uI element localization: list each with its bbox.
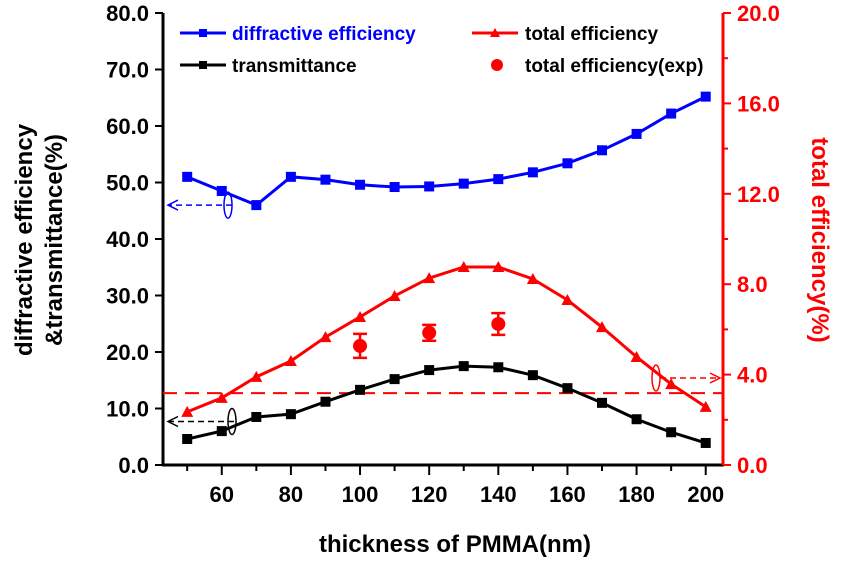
y-tick-label-left: 20.0 [106,340,149,365]
data-point-transmittance [355,384,366,395]
series-line-total-efficiency [186,265,707,414]
data-point-total-efficiency [215,391,228,403]
y-tick-label-left: 30.0 [106,284,149,309]
data-point-transmittance [285,409,296,420]
x-tick-label: 100 [342,482,379,507]
data-point-total-efficiency [181,405,194,417]
data-point-diffractive-efficiency [251,200,262,211]
y-tick-label-right: 0.0 [737,453,768,478]
data-point-diffractive-efficiency [389,182,400,193]
x-tick-label: 80 [279,482,303,507]
data-point-transmittance [389,374,400,385]
y-tick-label-left: 60.0 [106,114,149,139]
data-point-total-efficiency [457,261,470,273]
y-tick-label-right: 8.0 [737,272,768,297]
y-tick-label-left: 70.0 [106,58,149,83]
legend: diffractive efficiency transmittance tot… [180,24,703,77]
x-tick-label: 60 [210,482,234,507]
x-tick-label: 200 [687,482,724,507]
data-point-transmittance [597,397,608,408]
x-tick-label: 140 [480,482,517,507]
y-tick-label-left: 80.0 [106,1,149,26]
x-tick-label: 160 [549,482,586,507]
data-point-diffractive-efficiency [355,179,366,190]
series-line-diffractive-efficiency [186,95,707,207]
y-tick-label-left: 50.0 [106,171,149,196]
data-point-total-efficiency [423,272,436,284]
data-point-diffractive-efficiency [631,128,642,139]
data-point-total-efficiency [699,400,712,412]
data-point-transmittance [631,414,642,425]
y-tick-label-right: 4.0 [737,363,768,388]
x-tick-label: 180 [618,482,655,507]
data-point-total-efficiency [526,273,539,285]
y-tick-label-right: 12.0 [737,182,780,207]
data-point-total-efficiency-exp- [422,325,437,340]
data-point-diffractive-efficiency [493,174,504,185]
data-point-transmittance [527,370,538,381]
data-point-total-efficiency [596,321,609,333]
data-point-total-efficiency [354,310,367,322]
y-tick-label-right: 16.0 [737,91,780,116]
data-point-total-efficiency [388,289,401,301]
annotation-total-ellipse [651,364,661,392]
data-point-diffractive-efficiency [216,185,227,196]
data-point-transmittance [424,365,435,376]
data-point-total-efficiency [630,350,643,362]
data-point-transmittance [216,426,227,437]
annotation-diffractive-arrowhead [166,199,179,211]
y-tick-label-left: 40.0 [106,227,149,252]
data-point-transmittance [251,411,262,422]
data-point-transmittance [458,361,469,372]
data-point-diffractive-efficiency [182,171,193,182]
data-point-diffractive-efficiency [285,171,296,182]
data-point-total-efficiency [284,355,297,367]
legend-label-total: total efficiency [525,24,658,45]
y-tick-label-left: 0.0 [118,453,149,478]
legend-label-diffractive: diffractive efficiency [232,24,416,45]
data-point-transmittance [493,362,504,373]
annotation-total-arrowhead [709,372,722,384]
x-axis-label: thickness of PMMA(nm) [319,531,591,558]
data-point-transmittance [666,427,677,438]
legend-label-transmittance: transmittance [232,56,357,77]
legend-marker-total [490,28,500,37]
data-point-total-efficiency [561,294,574,306]
data-point-total-efficiency-exp- [353,338,368,353]
data-point-total-efficiency [250,370,263,382]
data-point-total-efficiency [319,331,332,343]
data-point-diffractive-efficiency [424,181,435,192]
data-point-total-efficiency-exp- [491,316,506,331]
data-point-total-efficiency [492,261,505,273]
y-axis-label-right: total efficiency(%) [806,137,833,342]
data-point-transmittance [700,437,711,448]
legend-marker-diffractive [199,29,207,37]
data-point-transmittance [562,383,573,394]
data-point-transmittance [182,434,193,445]
data-point-diffractive-efficiency [527,167,538,178]
x-tick-label: 120 [411,482,448,507]
y-axis-label-left-2: &transmittance(%) [41,134,68,346]
data-point-diffractive-efficiency [458,178,469,189]
data-point-diffractive-efficiency [700,91,711,102]
data-point-diffractive-efficiency [320,174,331,185]
legend-label-exp: total efficiency(exp) [525,56,703,77]
data-point-diffractive-efficiency [562,158,573,169]
series-line-transmittance [186,364,707,445]
y-tick-label-right: 20.0 [737,1,780,26]
annotation-transmittance-arrowhead [166,415,179,428]
data-point-diffractive-efficiency [597,145,608,156]
legend-marker-transmittance [199,61,207,69]
y-tick-label-left: 10.0 [106,397,149,422]
y-axis-label-left-1: diffractive efficiency [11,123,38,356]
data-point-diffractive-efficiency [666,108,677,119]
legend-marker-exp [491,59,503,71]
data-point-total-efficiency [665,378,678,390]
data-point-transmittance [320,396,331,407]
